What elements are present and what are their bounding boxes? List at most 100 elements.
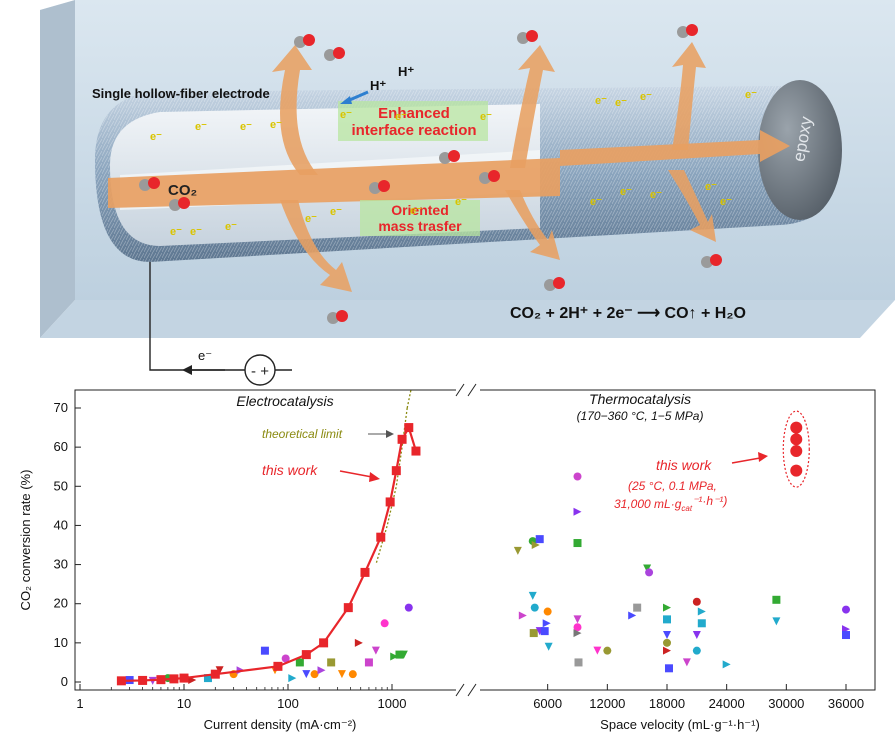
electrode-label: Single hollow-fiber electrode [92,86,270,101]
electron-marker: e⁻ [170,226,182,238]
left-this-work-series [116,423,421,686]
this-work-point [391,466,401,476]
mass-label-bg [360,200,480,236]
theoretical-limit-line-top [406,389,412,409]
hplus-label-2: H⁺ [398,64,414,79]
data-point [348,670,357,679]
left-this-work-label: this work [262,462,318,478]
electron-marker: e⁻ [455,196,467,208]
data-point [603,646,612,655]
molecule-c [324,49,336,61]
data-point [529,629,538,638]
data-point [518,611,527,620]
electron-marker: e⁻ [480,111,492,123]
plot-frame [74,389,876,691]
electron-marker: e⁻ [615,97,627,109]
data-point [722,660,731,669]
electron-marker: e⁻ [225,221,237,233]
data-point [692,631,701,640]
electron-marker: e⁻ [330,206,342,218]
right-this-work-label: this work [656,457,712,473]
this-work-point [790,464,803,477]
data-point [390,652,399,661]
data-point [692,597,701,606]
molecule-c [517,32,529,44]
data-point [310,670,319,679]
data-point [327,658,336,667]
molecule-o [686,24,698,36]
data-point [281,654,290,663]
data-point [663,615,671,624]
this-work-point [790,421,803,434]
theoretical-limit-label: theoretical limit [262,427,343,441]
axis-break-marks [455,383,477,697]
data-point [842,631,850,640]
electron-marker: e⁻ [270,119,282,131]
data-point [697,619,706,628]
hplus-label-1: H⁺ [370,78,386,93]
data-point [664,664,673,673]
molecule-c [701,256,713,268]
electron-marker: e⁻ [705,181,717,193]
molecule-o [336,310,348,322]
mass-label-line2: mass trasfer [378,218,462,234]
molecule-c [677,26,689,38]
y-axis-label: CO₂ conversion rate (%) [18,470,33,611]
limit-arrowhead [386,430,394,438]
molecule-c [439,152,451,164]
mass-label-line1: Oriented [391,202,449,218]
electron-marker: e⁻ [150,131,162,143]
right-panel-subtitle: (170−360 °C, 1−5 MPa) [577,409,704,423]
data-point [682,658,691,667]
right-this-work-series [782,410,810,488]
this-work-point [404,423,414,433]
data-point [380,619,389,628]
molecule-o [303,34,315,46]
data-point [574,658,583,667]
x-tick-label: 100 [277,696,299,711]
electron-marker: e⁻ [745,89,757,101]
data-point [663,603,671,612]
data-point [364,658,373,667]
left-this-work-arrowhead [369,472,380,482]
reaction-label-line1: Enhanced [378,105,450,122]
data-point [540,627,549,636]
data-point [628,611,637,620]
data-point [528,591,537,600]
data-point [643,564,652,573]
data-point [663,646,671,655]
electron-marker: e⁻ [640,91,652,103]
x-tick-label: 1000 [378,696,407,711]
molecule-c [479,172,491,184]
proton-arrowhead [340,96,352,104]
right-conditions-line2: 31,000 mL·gcat⁻¹·h⁻¹) [614,494,727,513]
molecule-c [169,199,181,211]
molecule-o [378,180,390,192]
left-x-axis-label: Current density (mA·cm⁻²) [204,717,357,732]
this-work-point [397,434,407,444]
left-this-work-arrow [339,470,373,478]
electron-marker: e⁻ [195,121,207,133]
molecule-c [294,36,306,48]
membrane-box-side [40,0,75,338]
this-work-point [116,676,126,686]
molecule-o [710,254,722,266]
this-work-point [179,673,189,683]
data-point [535,535,544,544]
data-point [663,631,671,640]
data-point [530,603,539,612]
molecule-c [544,279,556,291]
data-point [697,607,706,616]
this-work-point [790,433,803,446]
data-point [513,546,522,555]
data-point [260,646,269,655]
this-work-point [360,567,370,577]
data-point [288,674,297,683]
conditions-main: 31,000 mL·g [614,497,682,511]
data-point [573,623,582,632]
right-this-work-arrowhead [758,452,768,462]
data-point [593,646,602,655]
this-work-point [411,446,421,456]
co2-label: CO₂ [168,182,197,199]
